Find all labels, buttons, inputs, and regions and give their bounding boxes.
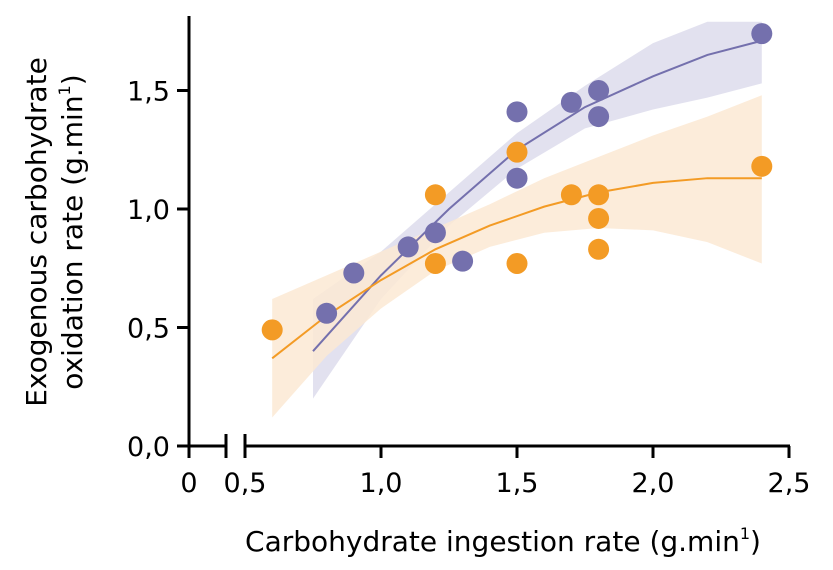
confidence-bands: [272, 21, 762, 418]
x-axis-title-superscript: 1: [740, 524, 750, 543]
data-point-0-9: [588, 106, 610, 128]
y-axis-title-superscript: 1: [55, 85, 74, 95]
x-tick-label-0: 0: [180, 468, 197, 499]
data-points: [261, 23, 773, 341]
fit-line-0: [312, 39, 763, 352]
confidence-band-0: [313, 21, 762, 399]
data-point-0-8: [588, 80, 610, 101]
y-tick-label-2: 1,0: [127, 195, 170, 226]
data-point-0-2: [397, 236, 419, 258]
x-tick-label-5: 2,5: [768, 468, 811, 499]
y-ticks: 0,0 0,5 1,0 1,5: [127, 77, 189, 463]
data-point-1-6: [588, 184, 610, 206]
data-point-0-7: [560, 91, 582, 113]
data-point-1-7: [588, 207, 610, 229]
y-axis-title-line1: Exogenous carbohydrate: [20, 57, 53, 407]
data-point-1-5: [560, 184, 582, 206]
y-tick-label-3: 1,5: [127, 77, 170, 108]
data-point-0-6: [506, 101, 528, 123]
data-point-1-2: [424, 253, 446, 275]
data-point-0-4: [452, 250, 474, 272]
data-point-1-8: [588, 238, 610, 260]
data-point-1-9: [751, 155, 773, 177]
data-point-0-10: [751, 23, 773, 45]
data-point-1-4: [506, 253, 528, 275]
data-point-0-1: [343, 262, 365, 284]
y-tick-label-0: 0,0: [127, 432, 170, 463]
y-axis-title-line2: oxidation rate (g.min1): [55, 74, 89, 389]
x-tick-label-3: 1,5: [496, 468, 539, 499]
x-tick-label-4: 2,0: [632, 468, 675, 499]
x-axis-title: Carbohydrate ingestion rate (g.min1): [245, 524, 761, 558]
x-axis-title-end: ): [750, 525, 761, 558]
data-point-0-3: [424, 222, 446, 244]
fit-lines: [271, 39, 763, 360]
y-axis-title-end: ): [56, 74, 89, 85]
confidence-band-1: [272, 95, 762, 418]
data-point-1-3: [506, 141, 528, 163]
x-tick-label-1: 0,5: [224, 468, 267, 499]
x-tick-label-2: 1,0: [360, 468, 403, 499]
data-point-0-0: [316, 302, 338, 324]
fit-line-1: [271, 177, 762, 360]
data-point-1-0: [261, 319, 283, 341]
y-tick-label-1: 0,5: [127, 314, 170, 345]
x-ticks: 0 0,5 1,0 1,5 2,0 2,5: [180, 446, 810, 499]
data-point-1-1: [424, 184, 446, 206]
data-point-0-5: [506, 167, 528, 189]
